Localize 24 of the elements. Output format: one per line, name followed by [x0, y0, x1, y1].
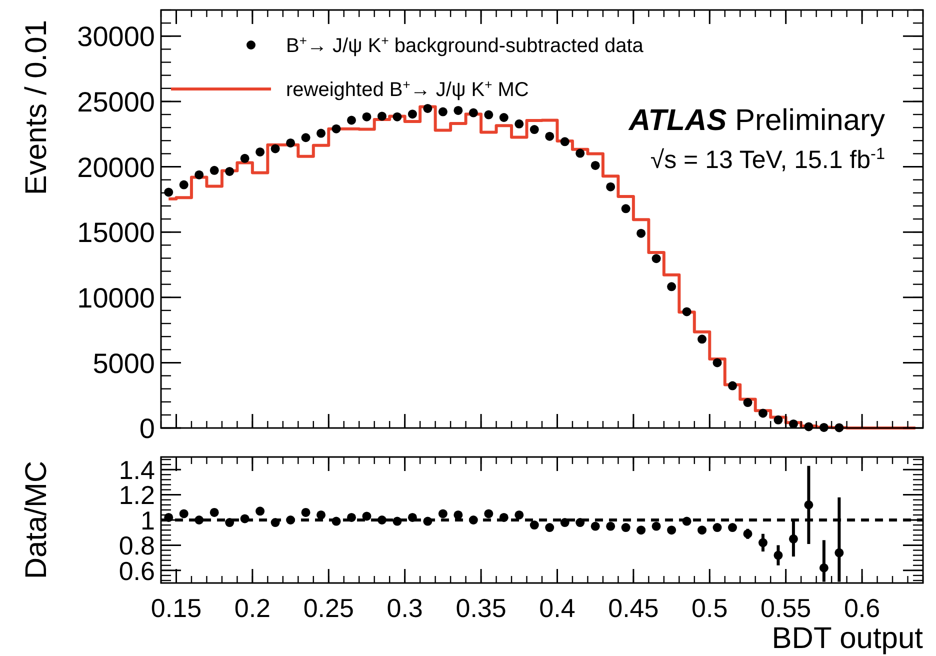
- y-axis-title: Events / 0.01: [20, 20, 53, 196]
- y-tick-label: 0: [139, 413, 155, 444]
- x-axis-title: BDT output: [772, 622, 924, 655]
- x-tick-label: 0.25: [303, 593, 354, 623]
- x-tick-label: 0.2: [234, 593, 271, 623]
- x-tick-label: 0.4: [539, 593, 576, 623]
- x-tick-label: 0.15: [150, 593, 202, 623]
- x-tick-label: 0.5: [692, 593, 728, 623]
- y-tick-label: 5000: [92, 348, 155, 379]
- y-tick-label: 10000: [77, 282, 155, 314]
- y-tick-label: 25000: [77, 86, 155, 118]
- y-tick-label: 15000: [77, 217, 155, 248]
- annotation: √s = 13 TeV, 15.1 fb$^{-1}$: [650, 145, 885, 174]
- x-tick-label: 0.35: [456, 593, 506, 623]
- y-tick-label: 20000: [77, 152, 155, 183]
- x-tick-label: 0.55: [760, 593, 812, 623]
- x-tick-label: 0.45: [608, 593, 659, 623]
- legend-label: reweighted B$^{+}$→ J/ψ K$^{+}$ MC: [286, 76, 529, 101]
- annotation: ATLAS Preliminary: [628, 104, 885, 137]
- x-tick-label: 0.3: [386, 593, 423, 623]
- x-tick-label: 0.6: [844, 593, 880, 623]
- y-axis-title: Data/MC: [20, 460, 53, 580]
- y-tick-label: 30000: [77, 21, 155, 52]
- legend-label: B$^{+}$→ J/ψ K$^{+}$ background-subtracted data: [286, 32, 644, 57]
